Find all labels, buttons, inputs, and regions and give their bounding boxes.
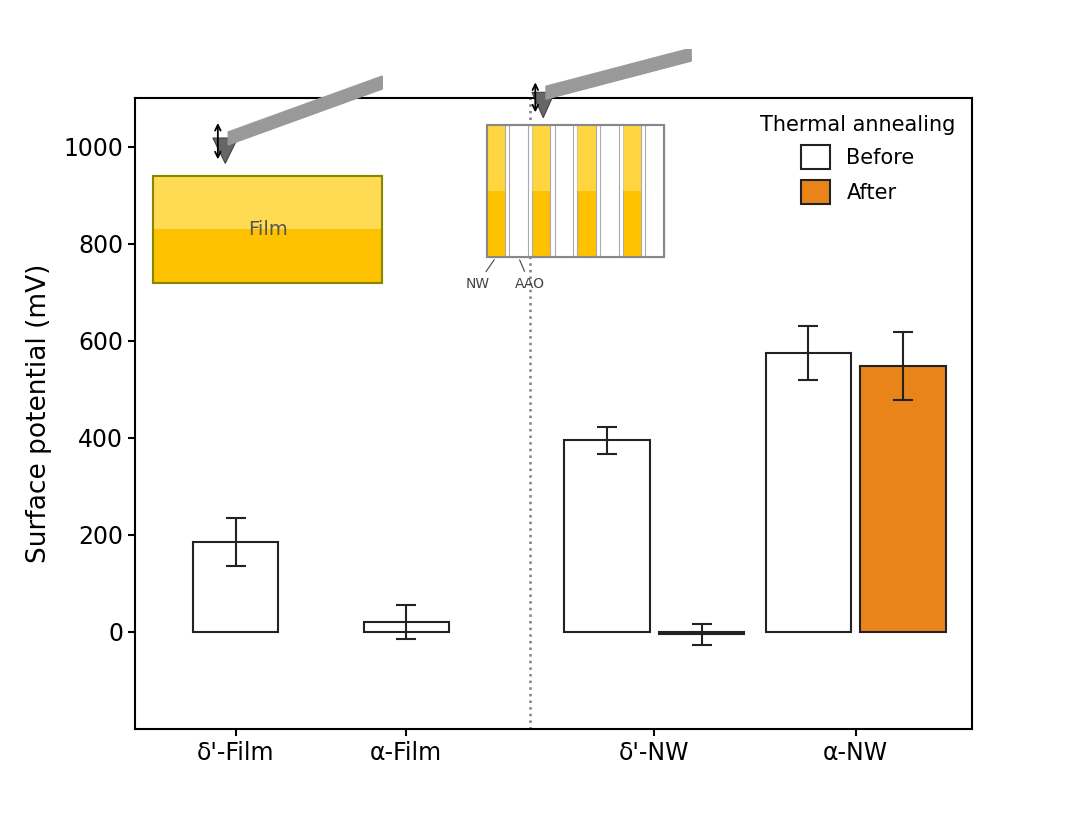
Legend: Before, After: Before, After: [754, 109, 961, 210]
FancyBboxPatch shape: [153, 176, 382, 229]
FancyBboxPatch shape: [646, 125, 664, 257]
FancyBboxPatch shape: [486, 125, 664, 257]
Bar: [766, 353, 851, 632]
FancyBboxPatch shape: [486, 125, 505, 192]
FancyBboxPatch shape: [622, 125, 642, 257]
Bar: [659, 632, 744, 634]
FancyBboxPatch shape: [510, 125, 528, 257]
Polygon shape: [213, 138, 238, 164]
Bar: [193, 542, 279, 632]
Text: NW: NW: [465, 260, 495, 291]
Bar: [565, 441, 649, 632]
FancyBboxPatch shape: [555, 125, 573, 257]
Bar: [861, 366, 946, 632]
FancyBboxPatch shape: [600, 125, 619, 257]
Bar: [364, 622, 449, 632]
FancyBboxPatch shape: [622, 125, 642, 192]
FancyBboxPatch shape: [153, 176, 382, 283]
FancyBboxPatch shape: [577, 125, 596, 257]
FancyBboxPatch shape: [577, 125, 596, 192]
FancyBboxPatch shape: [531, 125, 551, 257]
Y-axis label: Surface potential (mV): Surface potential (mV): [26, 264, 52, 563]
Text: AAO: AAO: [515, 260, 544, 291]
Polygon shape: [531, 93, 555, 118]
FancyBboxPatch shape: [531, 125, 551, 192]
Text: Film: Film: [247, 220, 287, 239]
FancyBboxPatch shape: [486, 125, 505, 257]
